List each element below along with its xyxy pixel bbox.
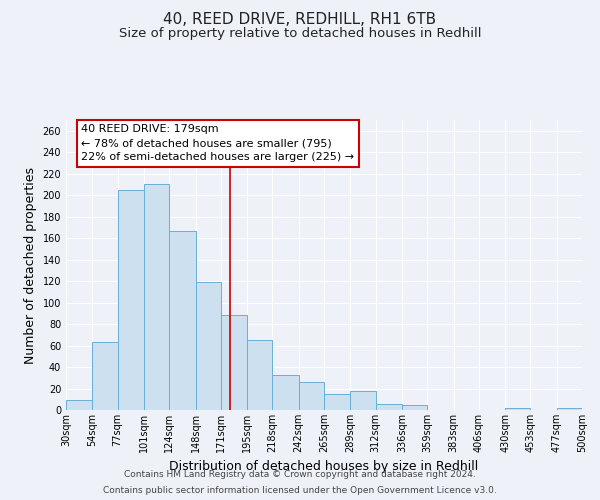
- Bar: [505, 408, 530, 410]
- Bar: [144, 184, 169, 410]
- Bar: [221, 316, 247, 410]
- Bar: [247, 340, 272, 410]
- Bar: [66, 400, 92, 410]
- Bar: [272, 374, 299, 410]
- Text: 40 REED DRIVE: 179sqm
← 78% of detached houses are smaller (795)
22% of semi-det: 40 REED DRIVE: 179sqm ← 78% of detached …: [82, 124, 355, 162]
- Bar: [350, 390, 376, 410]
- Bar: [92, 342, 118, 410]
- Bar: [118, 190, 144, 410]
- Bar: [324, 394, 350, 410]
- Text: Size of property relative to detached houses in Redhill: Size of property relative to detached ho…: [119, 28, 481, 40]
- X-axis label: Distribution of detached houses by size in Redhill: Distribution of detached houses by size …: [169, 460, 479, 473]
- Bar: [299, 382, 324, 410]
- Bar: [169, 230, 196, 410]
- Bar: [402, 404, 427, 410]
- Text: 40, REED DRIVE, REDHILL, RH1 6TB: 40, REED DRIVE, REDHILL, RH1 6TB: [163, 12, 437, 28]
- Y-axis label: Number of detached properties: Number of detached properties: [24, 166, 37, 364]
- Bar: [196, 282, 221, 410]
- Text: Contains HM Land Registry data © Crown copyright and database right 2024.: Contains HM Land Registry data © Crown c…: [124, 470, 476, 479]
- Bar: [557, 408, 582, 410]
- Bar: [376, 404, 402, 410]
- Text: Contains public sector information licensed under the Open Government Licence v3: Contains public sector information licen…: [103, 486, 497, 495]
